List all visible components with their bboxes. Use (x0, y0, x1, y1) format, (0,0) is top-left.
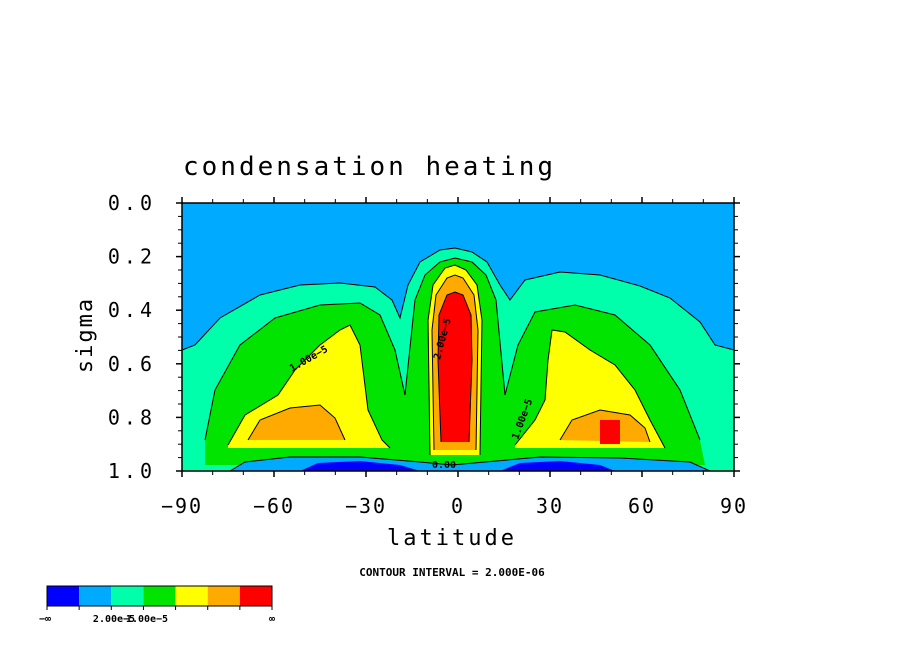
colorbar-label: 2.00e−5 (93, 614, 135, 625)
colorbar-label: ∞ (269, 614, 275, 625)
y-axis-label: sigma (73, 297, 98, 373)
y-tick-label: 1.0 (108, 459, 156, 483)
colorbar-swatch (175, 586, 208, 606)
colorbar: −∞ 2.00e−51.00e−5 ∞ (39, 585, 275, 625)
x-tick-label: 0 (451, 494, 465, 518)
x-tick-label: −30 (345, 494, 387, 518)
contour-field (182, 203, 734, 471)
field-level-neg-min (300, 461, 420, 471)
y-tick-label: 0.0 (108, 191, 156, 215)
y-tick-label: 0.6 (108, 352, 156, 376)
field-level-5b (600, 420, 620, 444)
field-level-neg-min-b (500, 461, 615, 471)
colorbar-swatch (207, 586, 240, 606)
axis-ticks (176, 197, 740, 477)
y-tick-labels: 0.0 0.2 0.4 0.6 0.8 1.0 (108, 191, 156, 483)
contour-label-4: 0.00 (432, 460, 456, 471)
x-tick-label: 90 (720, 494, 748, 518)
colorbar-swatch (111, 586, 144, 606)
colorbar-swatch (79, 586, 112, 606)
colorbar-label: −∞ (39, 614, 51, 625)
y-tick-label: 0.8 (108, 405, 156, 429)
y-tick-label: 0.4 (108, 298, 156, 322)
x-tick-label: 60 (628, 494, 656, 518)
field-level-4 (248, 405, 345, 440)
contour-interval-text: CONTOUR INTERVAL = 2.000E-06 (359, 566, 545, 579)
colorbar-swatch (239, 586, 272, 606)
colorbar-label: 1.00e−5 (126, 614, 168, 625)
colorbar-swatch (143, 586, 176, 606)
colorbar-frame (46, 585, 273, 607)
field-level-5 (438, 292, 472, 442)
chart-title: condensation heating (183, 152, 556, 182)
x-tick-labels: −90 −60 −30 0 30 60 90 (161, 494, 748, 518)
x-tick-label: −60 (253, 494, 295, 518)
x-axis-label: latitude (387, 526, 517, 551)
colorbar-swatch (47, 586, 80, 606)
contour-lines (182, 247, 734, 471)
y-tick-label: 0.2 (108, 245, 156, 269)
x-tick-label: −90 (161, 494, 203, 518)
x-tick-label: 30 (536, 494, 564, 518)
